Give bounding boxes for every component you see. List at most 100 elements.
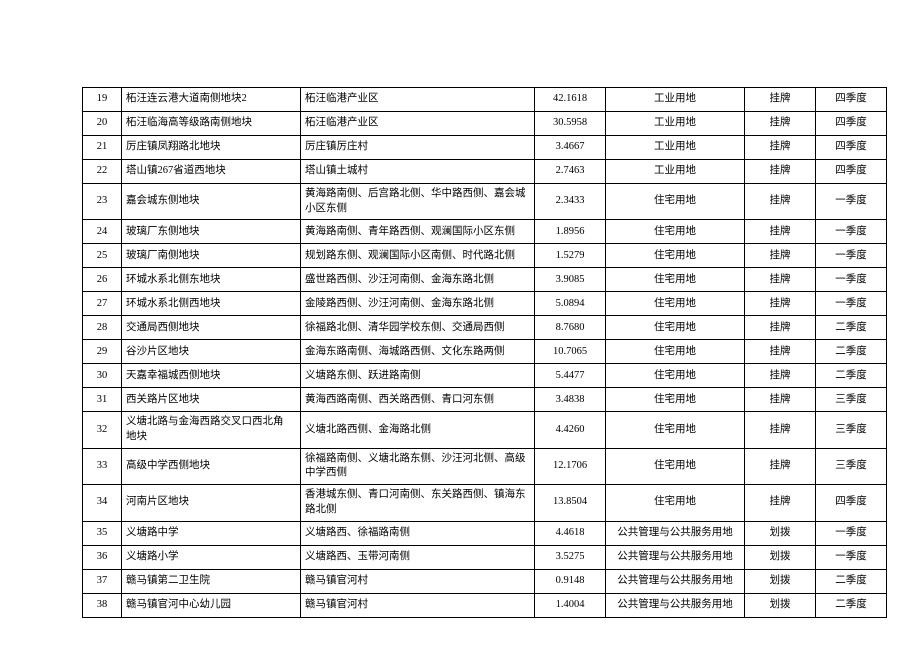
cell-use: 住宅用地 bbox=[606, 220, 745, 244]
cell-quarter: 一季度 bbox=[816, 545, 887, 569]
cell-location: 黄海路南侧、青年路西侧、观澜国际小区东侧 bbox=[301, 220, 535, 244]
cell-index: 26 bbox=[83, 268, 122, 292]
cell-area: 4.4260 bbox=[535, 412, 606, 448]
cell-name: 西关路片区地块 bbox=[122, 388, 301, 412]
cell-index: 29 bbox=[83, 340, 122, 364]
table-row: 30天嘉幸福城西侧地块义塘路东侧、跃进路南侧5.4477住宅用地挂牌二季度 bbox=[83, 364, 887, 388]
cell-area: 3.5275 bbox=[535, 545, 606, 569]
cell-quarter: 三季度 bbox=[816, 388, 887, 412]
cell-name: 环城水系北侧西地块 bbox=[122, 292, 301, 316]
table-row: 19柘汪连云港大道南侧地块2柘汪临港产业区42.1618工业用地挂牌四季度 bbox=[83, 88, 887, 112]
cell-use: 住宅用地 bbox=[606, 292, 745, 316]
cell-index: 36 bbox=[83, 545, 122, 569]
cell-location: 金陵路西侧、沙汪河南侧、金海东路北侧 bbox=[301, 292, 535, 316]
cell-name: 赣马镇第二卫生院 bbox=[122, 569, 301, 593]
table-row: 29谷沙片区地块金海东路南侧、海城路西侧、文化东路两侧10.7065住宅用地挂牌… bbox=[83, 340, 887, 364]
cell-quarter: 二季度 bbox=[816, 340, 887, 364]
cell-method: 挂牌 bbox=[745, 160, 816, 184]
cell-index: 32 bbox=[83, 412, 122, 448]
cell-quarter: 二季度 bbox=[816, 364, 887, 388]
cell-method: 挂牌 bbox=[745, 412, 816, 448]
cell-location: 义塘北路西侧、金海路北侧 bbox=[301, 412, 535, 448]
cell-name: 河南片区地块 bbox=[122, 485, 301, 521]
cell-use: 公共管理与公共服务用地 bbox=[606, 545, 745, 569]
cell-location: 厉庄镇厉庄村 bbox=[301, 136, 535, 160]
cell-location: 义塘路东侧、跃进路南侧 bbox=[301, 364, 535, 388]
cell-method: 挂牌 bbox=[745, 448, 816, 484]
cell-index: 28 bbox=[83, 316, 122, 340]
cell-quarter: 一季度 bbox=[816, 220, 887, 244]
cell-quarter: 一季度 bbox=[816, 292, 887, 316]
cell-location: 香港城东侧、青口河南侧、东关路西侧、镇海东路北侧 bbox=[301, 485, 535, 521]
cell-area: 1.8956 bbox=[535, 220, 606, 244]
table-row: 20柘汪临海高等级路南侧地块柘汪临港产业区30.5958工业用地挂牌四季度 bbox=[83, 112, 887, 136]
cell-method: 挂牌 bbox=[745, 244, 816, 268]
cell-area: 42.1618 bbox=[535, 88, 606, 112]
cell-use: 住宅用地 bbox=[606, 412, 745, 448]
table-row: 36义塘路小学义塘路西、玉带河南侧3.5275公共管理与公共服务用地划拨一季度 bbox=[83, 545, 887, 569]
cell-name: 玻璃厂南侧地块 bbox=[122, 244, 301, 268]
cell-use: 公共管理与公共服务用地 bbox=[606, 569, 745, 593]
table-row: 33高级中学西侧地块徐福路南侧、义塘北路东侧、沙汪河北侧、高级中学西侧12.17… bbox=[83, 448, 887, 484]
cell-method: 挂牌 bbox=[745, 364, 816, 388]
cell-location: 黄海路南侧、后宫路北侧、华中路西侧、嘉会城小区东侧 bbox=[301, 184, 535, 220]
table-row: 32义塘北路与金海西路交叉口西北角 地块义塘北路西侧、金海路北侧4.4260住宅… bbox=[83, 412, 887, 448]
cell-method: 挂牌 bbox=[745, 136, 816, 160]
cell-method: 挂牌 bbox=[745, 316, 816, 340]
cell-index: 25 bbox=[83, 244, 122, 268]
cell-use: 住宅用地 bbox=[606, 448, 745, 484]
cell-location: 柘汪临港产业区 bbox=[301, 112, 535, 136]
cell-method: 挂牌 bbox=[745, 340, 816, 364]
cell-name: 交通局西侧地块 bbox=[122, 316, 301, 340]
cell-location: 赣马镇官河村 bbox=[301, 569, 535, 593]
cell-location: 黄海西路南侧、西关路西侧、青口河东侧 bbox=[301, 388, 535, 412]
cell-index: 24 bbox=[83, 220, 122, 244]
cell-index: 35 bbox=[83, 521, 122, 545]
cell-use: 工业用地 bbox=[606, 136, 745, 160]
cell-location: 规划路东侧、观澜国际小区南侧、时代路北侧 bbox=[301, 244, 535, 268]
cell-index: 33 bbox=[83, 448, 122, 484]
cell-index: 34 bbox=[83, 485, 122, 521]
cell-name: 环城水系北侧东地块 bbox=[122, 268, 301, 292]
cell-quarter: 一季度 bbox=[816, 268, 887, 292]
cell-index: 20 bbox=[83, 112, 122, 136]
cell-location: 徐福路南侧、义塘北路东侧、沙汪河北侧、高级中学西侧 bbox=[301, 448, 535, 484]
cell-name: 谷沙片区地块 bbox=[122, 340, 301, 364]
cell-use: 住宅用地 bbox=[606, 316, 745, 340]
cell-location: 徐福路北侧、清华园学校东侧、交通局西侧 bbox=[301, 316, 535, 340]
cell-method: 划拨 bbox=[745, 521, 816, 545]
cell-location: 义塘路西、徐福路南侧 bbox=[301, 521, 535, 545]
cell-area: 5.4477 bbox=[535, 364, 606, 388]
cell-quarter: 一季度 bbox=[816, 244, 887, 268]
cell-name: 柘汪连云港大道南侧地块2 bbox=[122, 88, 301, 112]
cell-name: 高级中学西侧地块 bbox=[122, 448, 301, 484]
cell-method: 挂牌 bbox=[745, 184, 816, 220]
cell-area: 2.3433 bbox=[535, 184, 606, 220]
cell-use: 住宅用地 bbox=[606, 184, 745, 220]
cell-use: 公共管理与公共服务用地 bbox=[606, 593, 745, 617]
cell-method: 划拨 bbox=[745, 545, 816, 569]
cell-quarter: 四季度 bbox=[816, 112, 887, 136]
cell-use: 工业用地 bbox=[606, 160, 745, 184]
cell-area: 1.5279 bbox=[535, 244, 606, 268]
cell-method: 挂牌 bbox=[745, 268, 816, 292]
cell-method: 挂牌 bbox=[745, 220, 816, 244]
table-row: 27环城水系北侧西地块金陵路西侧、沙汪河南侧、金海东路北侧5.0894住宅用地挂… bbox=[83, 292, 887, 316]
table-row: 35义塘路中学义塘路西、徐福路南侧4.4618公共管理与公共服务用地划拨一季度 bbox=[83, 521, 887, 545]
cell-name: 玻璃厂东侧地块 bbox=[122, 220, 301, 244]
cell-quarter: 二季度 bbox=[816, 569, 887, 593]
cell-name: 嘉会城东侧地块 bbox=[122, 184, 301, 220]
cell-location: 义塘路西、玉带河南侧 bbox=[301, 545, 535, 569]
cell-method: 挂牌 bbox=[745, 485, 816, 521]
cell-name: 塔山镇267省道西地块 bbox=[122, 160, 301, 184]
cell-location: 柘汪临港产业区 bbox=[301, 88, 535, 112]
cell-use: 工业用地 bbox=[606, 112, 745, 136]
cell-use: 工业用地 bbox=[606, 88, 745, 112]
cell-quarter: 一季度 bbox=[816, 184, 887, 220]
cell-area: 3.9085 bbox=[535, 268, 606, 292]
cell-name: 义塘路小学 bbox=[122, 545, 301, 569]
cell-index: 37 bbox=[83, 569, 122, 593]
cell-index: 19 bbox=[83, 88, 122, 112]
table-row: 24玻璃厂东侧地块黄海路南侧、青年路西侧、观澜国际小区东侧1.8956住宅用地挂… bbox=[83, 220, 887, 244]
cell-area: 5.0894 bbox=[535, 292, 606, 316]
